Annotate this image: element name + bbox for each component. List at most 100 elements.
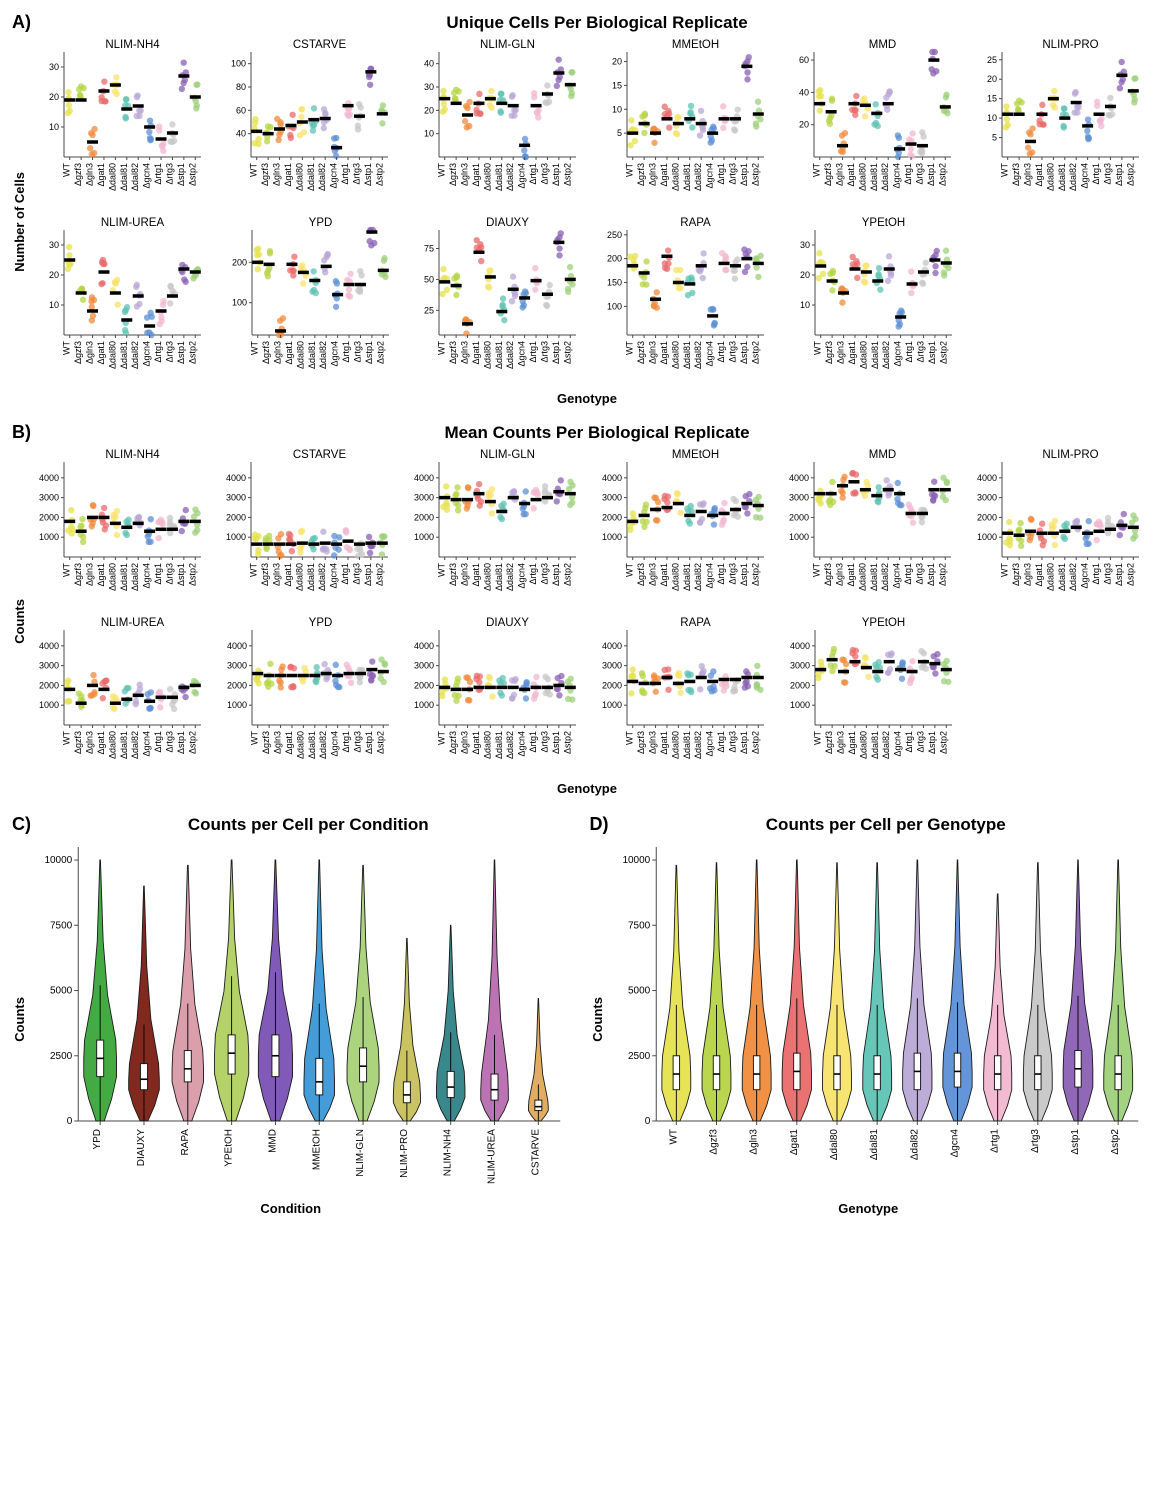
svg-text:Δdal82: Δdal82 xyxy=(505,563,515,591)
svg-text:Δgln3: Δgln3 xyxy=(648,341,658,364)
svg-text:Δdal80: Δdal80 xyxy=(483,341,493,369)
svg-text:Δgzf3: Δgzf3 xyxy=(1011,163,1021,186)
svg-text:Δdal82: Δdal82 xyxy=(318,731,328,759)
svg-text:10: 10 xyxy=(987,113,997,123)
svg-text:Δdal82: Δdal82 xyxy=(506,341,516,369)
panel-c-ylabel: Counts xyxy=(12,997,27,1042)
svg-text:NLIM-NH4: NLIM-NH4 xyxy=(443,1129,454,1177)
svg-text:Δdal82: Δdal82 xyxy=(1068,163,1078,191)
panel-b-title: Mean Counts Per Biological Replicate xyxy=(47,423,1147,443)
svg-text:4000: 4000 xyxy=(227,641,247,651)
svg-text:Δrtg1: Δrtg1 xyxy=(528,563,538,585)
svg-text:Δdal81: Δdal81 xyxy=(869,563,879,591)
svg-text:WT: WT xyxy=(62,163,72,177)
svg-text:Δrtg1: Δrtg1 xyxy=(153,731,163,753)
svg-text:WT: WT xyxy=(625,731,635,745)
svg-text:NLIM-PRO: NLIM-PRO xyxy=(399,1129,410,1178)
svg-text:Δgcn4: Δgcn4 xyxy=(517,731,527,757)
svg-text:30: 30 xyxy=(49,240,59,250)
svg-text:Δgln3: Δgln3 xyxy=(1023,163,1033,186)
svg-text:Δgcn4: Δgcn4 xyxy=(517,163,527,189)
svg-text:2000: 2000 xyxy=(39,680,59,690)
svg-text:MMEtOH: MMEtOH xyxy=(311,1129,322,1170)
svg-text:Δgcn4: Δgcn4 xyxy=(704,563,714,589)
svg-text:WT: WT xyxy=(625,163,635,177)
svg-text:10000: 10000 xyxy=(44,855,72,866)
svg-text:Δdal82: Δdal82 xyxy=(693,341,703,369)
svg-text:3000: 3000 xyxy=(790,661,810,671)
svg-text:4000: 4000 xyxy=(39,641,59,651)
svg-text:Δgat1: Δgat1 xyxy=(659,163,669,187)
svg-text:4000: 4000 xyxy=(602,473,622,483)
svg-text:WT: WT xyxy=(62,563,72,577)
svg-text:Δgcn4: Δgcn4 xyxy=(141,563,151,589)
svg-text:Δstp1: Δstp1 xyxy=(364,731,374,754)
facet-panelA-YPEtOH: YPEtOH102030WTΔgzf3Δgln3Δgat1Δdal80Δdal8… xyxy=(778,215,960,389)
svg-text:150: 150 xyxy=(607,278,622,288)
svg-text:Δrtg3: Δrtg3 xyxy=(916,341,926,363)
svg-text:Δstp2: Δstp2 xyxy=(187,563,197,586)
svg-text:Δgln3: Δgln3 xyxy=(836,731,846,754)
svg-text:WT: WT xyxy=(437,341,447,355)
svg-text:Δdal80: Δdal80 xyxy=(670,563,680,591)
svg-text:MMD: MMD xyxy=(869,449,896,461)
panel-a-ylabel: Number of Cells xyxy=(12,172,27,272)
svg-text:Δrtg1: Δrtg1 xyxy=(904,341,914,363)
figure-root: A) Unique Cells Per Biological Replicate… xyxy=(12,12,1147,1216)
svg-text:100: 100 xyxy=(607,301,622,311)
svg-text:20: 20 xyxy=(800,270,810,280)
panel-d-xlabel: Genotype xyxy=(838,1201,898,1216)
svg-text:Δgat1: Δgat1 xyxy=(659,731,669,755)
svg-text:Δrtg3: Δrtg3 xyxy=(164,163,174,185)
svg-text:Δrtg1: Δrtg1 xyxy=(528,163,538,185)
svg-text:Δstp2: Δstp2 xyxy=(751,731,761,754)
panel-d-title: Counts per Cell per Genotype xyxy=(625,815,1148,835)
panel-a-row2: NLIM-UREA102030WTΔgzf3Δgln3Δgat1Δdal80Δd… xyxy=(27,215,960,389)
svg-text:Δrtg1: Δrtg1 xyxy=(716,563,726,585)
svg-text:Δstp1: Δstp1 xyxy=(739,563,749,586)
svg-text:Δgat1: Δgat1 xyxy=(847,341,857,365)
svg-text:Δstp1: Δstp1 xyxy=(176,163,186,186)
svg-text:50: 50 xyxy=(424,274,434,284)
facet-panelA-NLIM-PRO: NLIM-PRO510152025WTΔgzf3Δgln3Δgat1Δdal80… xyxy=(965,37,1147,211)
svg-text:Δrtg3: Δrtg3 xyxy=(1103,563,1113,585)
svg-text:Δgln3: Δgln3 xyxy=(835,163,845,186)
svg-text:Δdal80: Δdal80 xyxy=(295,341,305,369)
svg-text:CSTARVE: CSTARVE xyxy=(293,39,347,51)
svg-text:Δgat1: Δgat1 xyxy=(284,731,294,755)
svg-text:2500: 2500 xyxy=(50,1051,73,1062)
svg-text:1000: 1000 xyxy=(790,700,810,710)
svg-text:5: 5 xyxy=(992,133,997,143)
svg-text:NLIM-GLN: NLIM-GLN xyxy=(480,39,535,51)
svg-text:Δrtg1: Δrtg1 xyxy=(716,731,726,753)
svg-text:NLIM-UREA: NLIM-UREA xyxy=(101,217,165,229)
svg-text:NLIM-GLN: NLIM-GLN xyxy=(480,449,535,461)
facet-panelB-NLIM-GLN: NLIM-GLN1000200030004000WTΔgzf3Δgln3Δgat… xyxy=(402,447,584,611)
svg-text:Δgln3: Δgln3 xyxy=(647,163,657,186)
panels-cd-row: C) Counts per Cell per Condition Counts … xyxy=(12,814,1147,1216)
svg-text:Δrtg1: Δrtg1 xyxy=(1091,563,1101,585)
svg-text:Δstp2: Δstp2 xyxy=(938,731,948,754)
svg-text:Δstp1: Δstp1 xyxy=(363,163,373,186)
svg-text:Δstp2: Δstp2 xyxy=(187,731,197,754)
svg-text:Δrtg3: Δrtg3 xyxy=(540,731,550,753)
svg-text:Δstp2: Δstp2 xyxy=(375,563,385,586)
svg-text:Δgzf3: Δgzf3 xyxy=(636,731,646,754)
svg-text:WT: WT xyxy=(812,163,822,177)
svg-text:Δdal82: Δdal82 xyxy=(693,163,703,191)
svg-text:Δstp1: Δstp1 xyxy=(926,563,936,586)
svg-text:Δdal81: Δdal81 xyxy=(306,731,316,759)
svg-text:30: 30 xyxy=(49,62,59,72)
facet-panelB-MMEtOH: MMEtOH1000200030004000WTΔgzf3Δgln3Δgat1Δ… xyxy=(590,447,772,611)
svg-text:Δgzf3: Δgzf3 xyxy=(73,341,83,364)
svg-text:Δstp1: Δstp1 xyxy=(551,563,561,586)
svg-text:DIAUXY: DIAUXY xyxy=(487,617,530,629)
svg-text:Δdal81: Δdal81 xyxy=(494,341,504,369)
svg-text:Δgcn4: Δgcn4 xyxy=(949,1129,960,1158)
svg-text:Δgat1: Δgat1 xyxy=(659,563,669,587)
svg-text:Δdal81: Δdal81 xyxy=(682,731,692,759)
svg-text:2000: 2000 xyxy=(226,512,246,522)
panel-d: D) Counts per Cell per Genotype Counts 0… xyxy=(590,814,1148,1216)
svg-text:NLIM-GLN: NLIM-GLN xyxy=(355,1129,366,1177)
svg-text:Δstp1: Δstp1 xyxy=(927,341,937,364)
